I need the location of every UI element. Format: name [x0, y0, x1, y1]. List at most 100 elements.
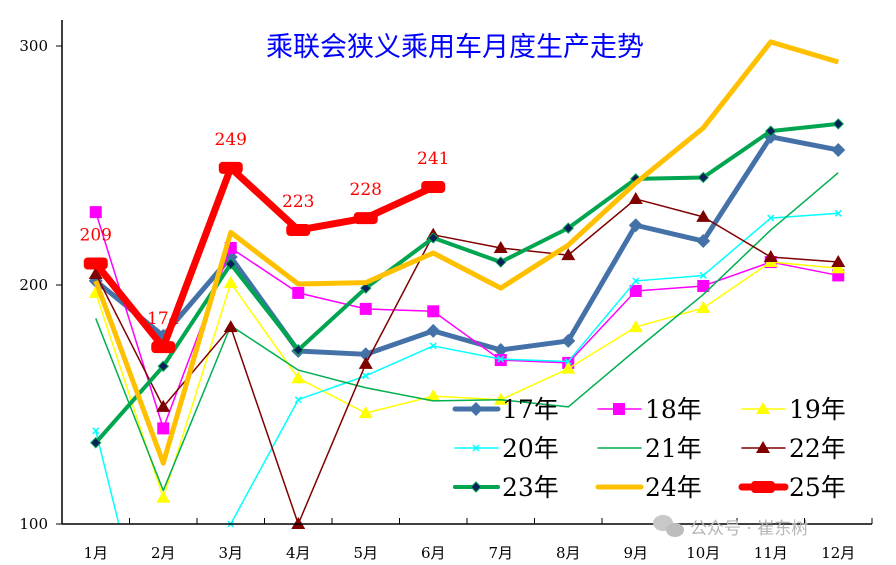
legend-label: 22年 [789, 434, 846, 463]
data-point-19年-2月 [156, 490, 171, 503]
legend-marker [751, 481, 775, 493]
data-point-17年-7月 [493, 343, 508, 358]
y-tick-label: 200 [19, 276, 48, 294]
data-point-22年-9月 [628, 191, 643, 204]
legend-item-20年: 20年 [454, 434, 559, 463]
data-point-23年-4月 [292, 344, 304, 356]
data-point-20年-11月 [767, 214, 775, 222]
data-label: 174 [147, 309, 179, 329]
data-point-18年-10月 [697, 279, 710, 292]
data-point-20年-7月 [497, 355, 505, 363]
data-point-17年-8月 [561, 333, 576, 348]
data-point-18年-4月 [292, 286, 305, 299]
data-label: 223 [282, 192, 314, 212]
series-21年 [95, 172, 839, 492]
data-point-25年-3月 [218, 161, 243, 174]
data-point-19年-10月 [696, 300, 711, 313]
series-line-21年 [95, 172, 839, 492]
series-line-22年 [95, 198, 839, 525]
data-point-22年-11月 [763, 250, 778, 263]
data-point-22年-5月 [358, 356, 373, 369]
data-point-18年-2月 [157, 422, 170, 435]
data-point-23年-10月 [697, 171, 709, 184]
data-point-22年-7月 [493, 240, 508, 253]
data-point-17年-12月 [831, 142, 846, 157]
data-point-19年-7月 [493, 392, 508, 405]
legend-item-25年: 25年 [738, 473, 846, 502]
data-point-23年-2月 [157, 360, 169, 372]
data-point-25年-2月 [151, 341, 176, 354]
data-point-25年-4月 [286, 224, 311, 237]
data-point-19年-9月 [628, 320, 643, 333]
data-point-20年-6月 [429, 342, 437, 350]
data-point-17年-10月 [696, 234, 711, 249]
data-label: 249 [215, 130, 247, 150]
legend-label: 20年 [502, 434, 559, 463]
series-line-23年 [94, 121, 839, 445]
data-point-22年-12月 [831, 255, 846, 268]
legend-item-24年: 24年 [595, 473, 702, 502]
watermark-text: 公众号 · 崔东树 [690, 519, 808, 539]
data-point-19年-6月 [426, 389, 441, 402]
legend-marker [613, 403, 625, 415]
data-point-18年-9月 [629, 284, 642, 297]
wechat-icon [653, 515, 684, 537]
data-point-25年-5月 [353, 212, 378, 225]
data-point-22年-3月 [223, 320, 238, 333]
legend-item-22年: 22年 [741, 434, 846, 463]
data-point-17年-9月 [628, 218, 643, 233]
y-tick-label: 300 [19, 37, 48, 55]
legend-label: 25年 [789, 473, 846, 502]
x-tick-label: 2月 [151, 544, 176, 562]
data-point-19年-12月 [831, 261, 846, 274]
series-line-25年 [93, 164, 435, 351]
data-label: 241 [417, 149, 449, 169]
legend-item-18年: 18年 [597, 395, 702, 424]
chart-title: 乘联会狭义乘用车月度生产走势 [266, 32, 644, 63]
data-point-18年-1月 [89, 206, 102, 219]
x-tick-label: 6月 [421, 544, 446, 562]
data-point-22年-4月 [291, 517, 306, 529]
data-point-25年-1月 [83, 257, 108, 270]
y-tick-label: 100 [19, 515, 48, 533]
legend-item-17年: 17年 [452, 395, 559, 424]
legend-item-19年: 19年 [741, 395, 846, 424]
data-point-22年-10月 [696, 209, 711, 222]
data-point-22年-1月 [88, 267, 103, 280]
legend-label: 23年 [502, 473, 559, 502]
series-line-24年 [93, 39, 839, 466]
legend-marker [756, 441, 770, 453]
data-point-19年-4月 [291, 371, 306, 384]
data-label: 228 [350, 180, 382, 200]
data-point-18年-5月 [359, 302, 372, 315]
x-tick-label: 8月 [556, 544, 581, 562]
series-19年 [88, 255, 846, 503]
series-25年 [83, 161, 446, 354]
series-23年 [90, 118, 844, 449]
x-tick-label: 1月 [83, 544, 108, 562]
data-point-23年-8月 [562, 222, 574, 234]
data-point-23年-11月 [765, 125, 777, 137]
data-point-20年-1月 [92, 427, 100, 435]
data-label: 209 [80, 225, 112, 245]
data-point-23年-7月 [495, 256, 507, 268]
data-point-23年-3月 [225, 258, 237, 270]
series-20年 [92, 209, 842, 528]
x-tick-label: 11月 [754, 544, 788, 562]
data-point-17年-6月 [426, 323, 441, 338]
data-point-22年-8月 [561, 248, 576, 261]
plot-area [83, 39, 846, 529]
series-line-19年 [95, 261, 839, 499]
legend-item-21年: 21年 [597, 434, 702, 463]
data-point-23年-1月 [90, 437, 102, 449]
x-tick-label: 7月 [488, 544, 513, 562]
legend-label: 24年 [645, 473, 702, 502]
x-tick-label: 9月 [623, 544, 648, 562]
data-point-19年-3月 [223, 276, 238, 289]
data-point-20年-10月 [699, 271, 707, 279]
data-point-19年-8月 [561, 361, 576, 374]
legend: 17年 18年 19年 20年 21年 22年 23年 24年 25年 [452, 395, 846, 502]
data-point-20年-8月 [564, 357, 572, 366]
watermark: 公众号 · 崔东树 [653, 515, 808, 539]
